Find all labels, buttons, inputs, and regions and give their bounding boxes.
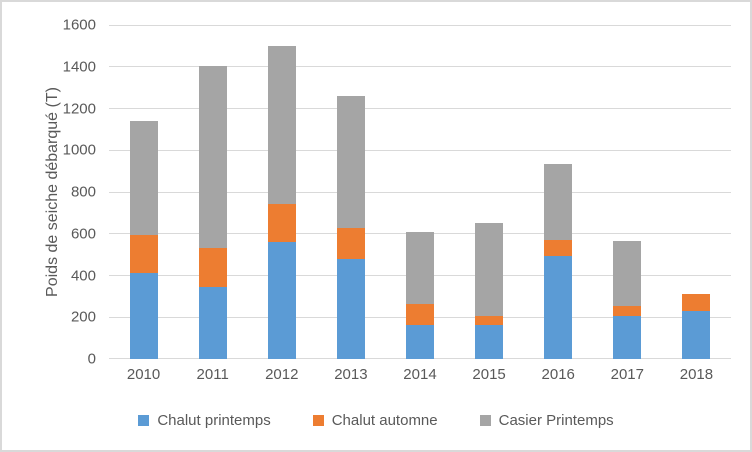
- bar-segment-2018-chalut-printemps: [682, 311, 711, 359]
- bar-segment-2013-casier-printemps: [336, 96, 365, 228]
- x-tick-label-2015: 2015: [472, 366, 506, 383]
- plot-area: [109, 24, 731, 359]
- bar-segment-2015-chalut-automne: [475, 316, 504, 325]
- bar-segment-2014-casier-printemps: [405, 231, 434, 304]
- x-tick-label-2013: 2013: [334, 366, 368, 383]
- stacked-bar-2011: [198, 65, 227, 359]
- stacked-bar-2012: [267, 45, 296, 359]
- legend-swatch-icon: [138, 415, 150, 426]
- legend-item-casier-printemps: Casier Printemps: [479, 412, 614, 429]
- bar-segment-2014-chalut-automne: [405, 303, 434, 325]
- bar-segment-2017-chalut-automne: [613, 305, 642, 317]
- bar-segment-2010-chalut-printemps: [129, 273, 158, 359]
- stacked-bar-2010: [129, 121, 158, 359]
- y-tick-label-200: 200: [70, 308, 96, 326]
- bar-segment-2013-chalut-automne: [336, 227, 365, 259]
- bar-segment-2011-casier-printemps: [198, 65, 227, 249]
- bar-segment-2018-chalut-automne: [682, 294, 711, 311]
- x-tick-label-2010: 2010: [126, 366, 161, 383]
- gridline-1000: [109, 149, 731, 151]
- stacked-bar-2013: [336, 96, 365, 359]
- bar-segment-2012-chalut-automne: [267, 203, 296, 243]
- y-tick-label-1000: 1000: [62, 141, 96, 159]
- legend-swatch-icon: [312, 415, 324, 426]
- legend-item-chalut-automne: Chalut automne: [312, 412, 438, 429]
- bar-segment-2012-chalut-printemps: [267, 242, 296, 359]
- legend-label: Casier Printemps: [498, 412, 614, 429]
- bar-segment-2015-chalut-printemps: [475, 324, 504, 359]
- bar-segment-2010-casier-printemps: [129, 121, 158, 235]
- y-tick-label-800: 800: [70, 183, 96, 201]
- bar-segment-2011-chalut-printemps: [198, 286, 227, 359]
- bar-segment-2017-chalut-printemps: [613, 316, 642, 359]
- x-tick-label-2012: 2012: [265, 366, 299, 383]
- y-tick-label-1400: 1400: [62, 58, 96, 76]
- y-tick-label-600: 600: [70, 225, 96, 243]
- gridline-1400: [109, 66, 731, 68]
- x-tick-label-2011: 2011: [196, 366, 229, 383]
- bar-segment-2012-casier-printemps: [267, 45, 296, 204]
- x-tick-label-2017: 2017: [610, 366, 644, 383]
- stacked-bar-2018: [682, 294, 711, 359]
- gridline-800: [109, 191, 731, 193]
- gridline-1600: [109, 24, 731, 26]
- bar-series-area: [109, 25, 731, 359]
- gridline-1200: [109, 108, 731, 109]
- legend-label: Chalut printemps: [157, 412, 271, 429]
- y-tick-label-400: 400: [70, 267, 96, 284]
- legend-item-chalut-printemps: Chalut printemps: [138, 412, 271, 429]
- stacked-bar-2015: [475, 223, 504, 359]
- bar-segment-2014-chalut-printemps: [405, 324, 434, 359]
- legend: Chalut printemps Chalut automne Casier Pri…: [2, 412, 750, 429]
- bar-segment-2016-chalut-printemps: [544, 255, 573, 359]
- bar-segment-2013-chalut-printemps: [336, 258, 365, 359]
- stacked-bar-2017: [613, 241, 642, 359]
- y-tick-label-0: 0: [87, 350, 96, 368]
- bar-segment-2010-chalut-automne: [129, 234, 158, 274]
- y-tick-label-1600: 1600: [62, 16, 96, 34]
- x-axis-tick-labels: 2010 2011 2012 2013 2014 2015 2016 2017 2018: [109, 366, 731, 383]
- bar-segment-2011-chalut-automne: [198, 248, 227, 287]
- bar-segment-2016-chalut-automne: [544, 240, 573, 256]
- x-tick-label-2016: 2016: [541, 366, 575, 383]
- x-tick-label-2018: 2018: [679, 366, 714, 383]
- bar-segment-2016-casier-printemps: [544, 163, 573, 241]
- y-axis-title: Poids de seiche débarqué (T): [44, 87, 61, 297]
- stacked-bar-2014: [405, 231, 434, 359]
- bar-segment-2017-casier-printemps: [613, 241, 642, 306]
- y-tick-label-1200: 1200: [62, 100, 96, 117]
- legend-swatch-icon: [479, 415, 491, 426]
- x-tick-label-2014: 2014: [403, 366, 437, 383]
- bar-segment-2015-casier-printemps: [475, 223, 504, 317]
- stacked-bar-2016: [544, 163, 573, 359]
- legend-label: Chalut automne: [331, 412, 438, 429]
